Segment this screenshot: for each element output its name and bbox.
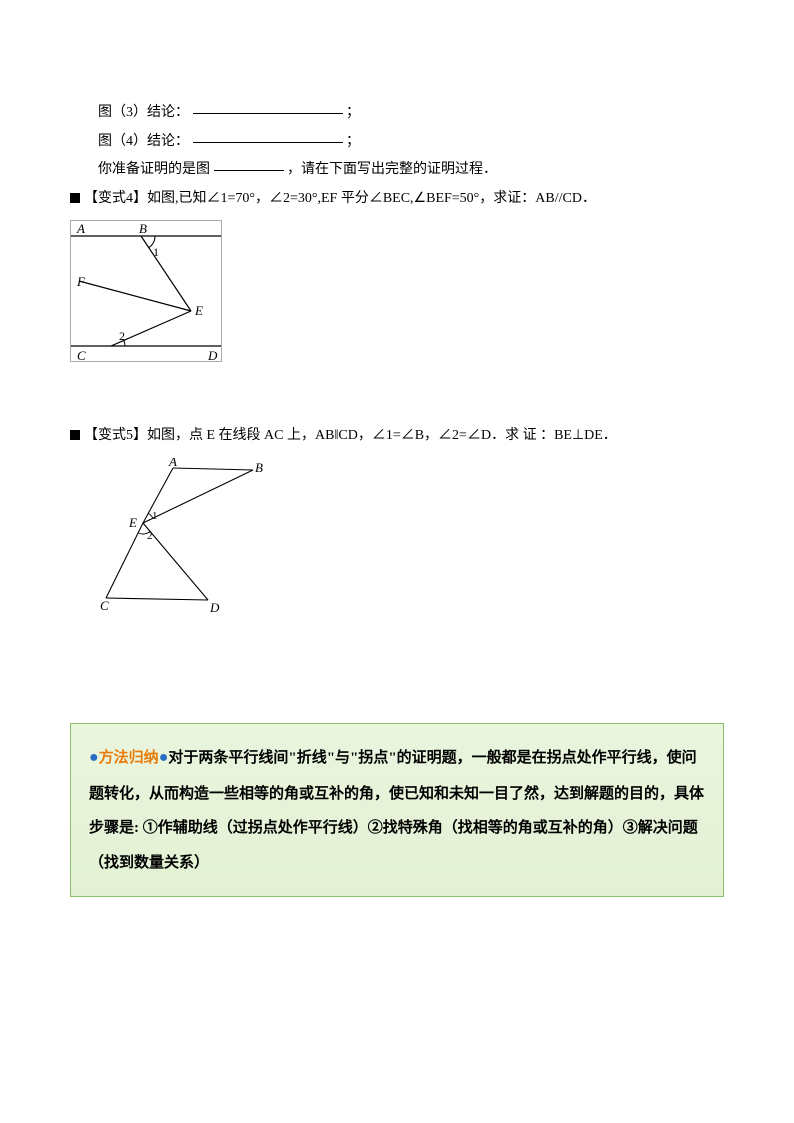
geometry-diagram-5: A B E C D 1 2 bbox=[98, 458, 268, 613]
method-summary-box: ●方法归纳●对于两条平行线间"折线"与"拐点"的证明题，一般都是在拐点处作平行线… bbox=[70, 723, 724, 897]
svg-text:2: 2 bbox=[119, 329, 125, 343]
svg-text:C: C bbox=[100, 598, 109, 613]
svg-text:A: A bbox=[76, 221, 85, 236]
figure-variant-4: A B F E C D 1 2 bbox=[70, 220, 222, 362]
variant-label: 【变式4】 bbox=[84, 191, 147, 206]
text: ； bbox=[346, 134, 360, 149]
svg-text:C: C bbox=[77, 348, 86, 361]
method-title: 方法归纳 bbox=[99, 750, 159, 766]
geometry-diagram-4: A B F E C D 1 2 bbox=[71, 221, 221, 361]
svg-text:A: A bbox=[168, 458, 177, 469]
dot-icon: ● bbox=[159, 749, 169, 766]
proof-choice-line: 你准备证明的是图 ，请在下面写出完整的证明过程． bbox=[70, 157, 724, 184]
svg-text:D: D bbox=[207, 348, 218, 361]
blank-fill[interactable] bbox=[193, 129, 343, 143]
text: ； bbox=[346, 105, 360, 120]
svg-text:1: 1 bbox=[152, 510, 158, 522]
conclusion-line-4: 图（4）结论： ； bbox=[70, 129, 724, 156]
svg-text:F: F bbox=[76, 274, 86, 289]
variant-4-heading: 【变式4】如图,已知∠1=70°，∠2=30°,EF 平分∠BEC,∠BEF=5… bbox=[70, 186, 724, 213]
text: ，请在下面写出完整的证明过程． bbox=[287, 162, 497, 177]
figure-variant-5: A B E C D 1 2 bbox=[98, 458, 268, 613]
svg-text:B: B bbox=[255, 460, 263, 475]
svg-text:1: 1 bbox=[153, 245, 159, 259]
method-body: 对于两条平行线间"折线"与"拐点"的证明题，一般都是在拐点处作平行线，使问题转化… bbox=[89, 750, 704, 871]
blank-fill[interactable] bbox=[193, 100, 343, 114]
variant-label: 【变式5】 bbox=[84, 428, 147, 443]
text: 你准备证明的是图 bbox=[98, 162, 210, 177]
svg-text:B: B bbox=[139, 221, 147, 236]
variant-5-heading: 【变式5】如图，点 E 在线段 AC 上，AB‖CD，∠1=∠B，∠2=∠D．求… bbox=[70, 423, 724, 450]
text: 图（4）结论： bbox=[98, 134, 189, 149]
conclusion-line-3: 图（3）结论： ； bbox=[70, 100, 724, 127]
text: 图（3）结论： bbox=[98, 105, 189, 120]
svg-text:D: D bbox=[209, 600, 220, 613]
svg-text:E: E bbox=[128, 515, 137, 530]
blank-fill[interactable] bbox=[214, 157, 284, 171]
variant-text: 如图,已知∠1=70°，∠2=30°,EF 平分∠BEC,∠BEF=50°，求证… bbox=[147, 191, 596, 206]
square-bullet-icon bbox=[70, 430, 80, 440]
svg-text:E: E bbox=[194, 303, 203, 318]
dot-icon: ● bbox=[89, 749, 99, 766]
svg-text:2: 2 bbox=[147, 530, 153, 542]
square-bullet-icon bbox=[70, 193, 80, 203]
variant-text: 如图，点 E 在线段 AC 上，AB‖CD，∠1=∠B，∠2=∠D．求 证 ：B… bbox=[147, 428, 617, 443]
